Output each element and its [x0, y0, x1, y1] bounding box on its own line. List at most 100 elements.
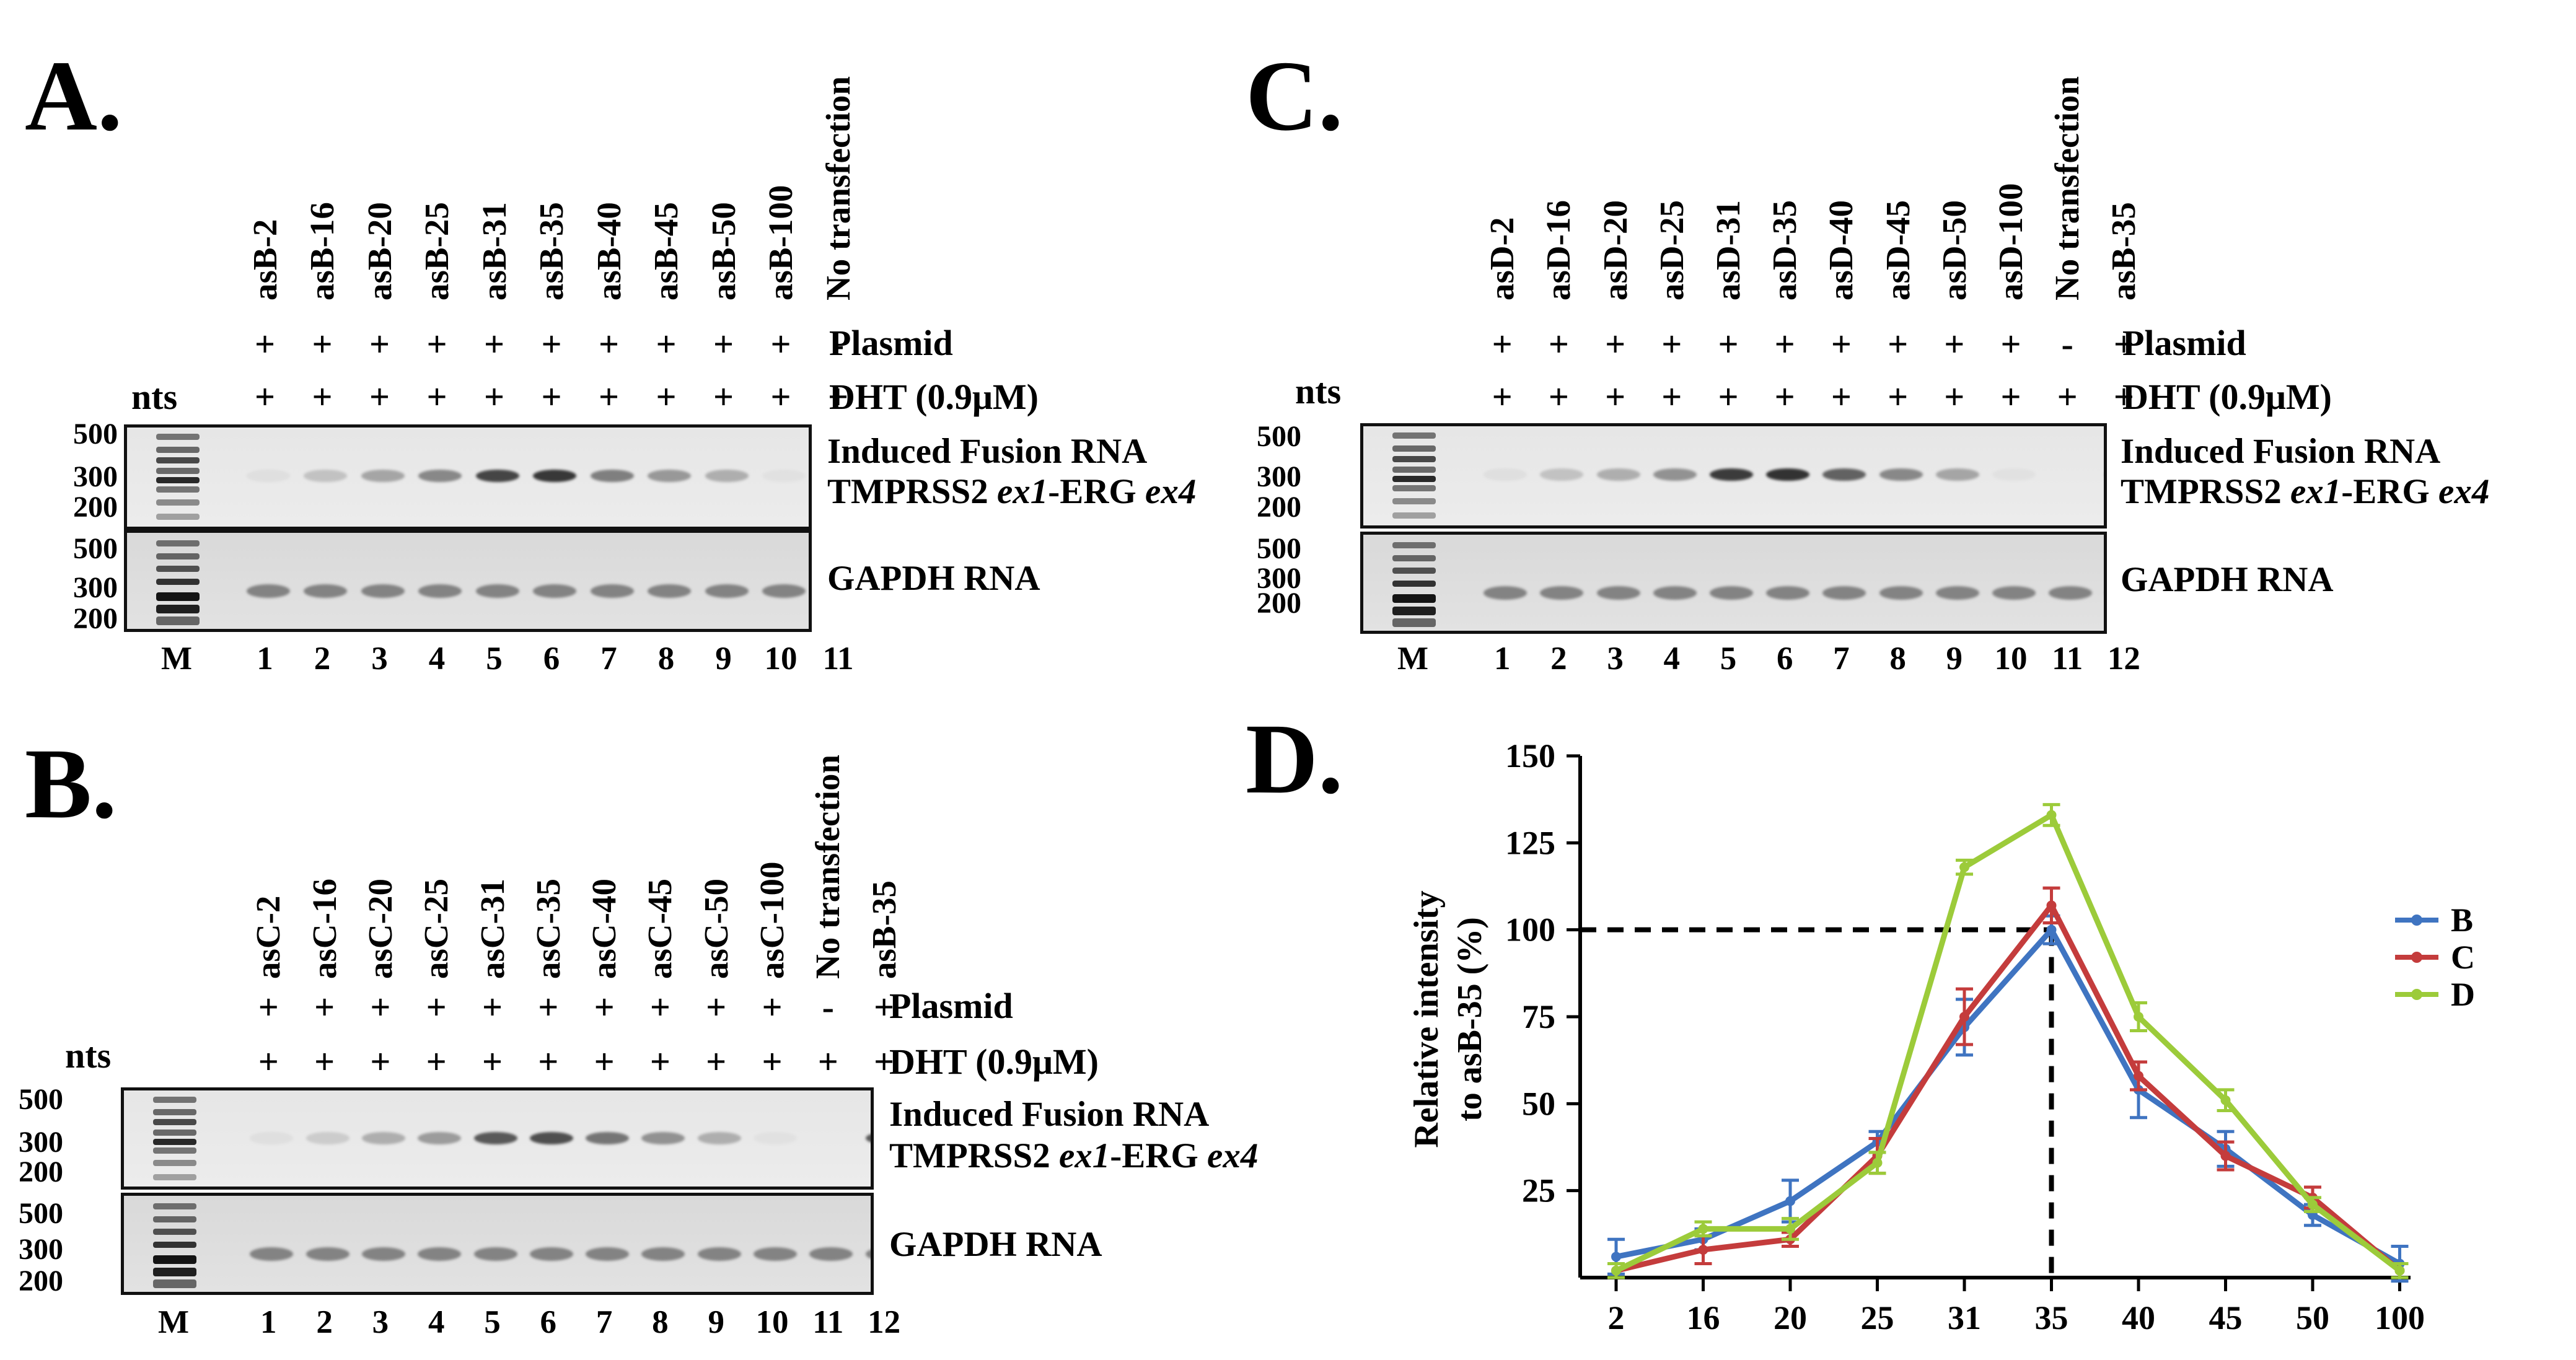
series-line: [1615, 812, 2402, 1273]
data-point: [1698, 1245, 1708, 1255]
dht-sign: +: [1718, 377, 1739, 417]
gapdh-band: [1596, 586, 1640, 600]
fusion-b-part3: -ERG: [1110, 1136, 1208, 1175]
fusion-a-part1: TMPRSS2: [827, 472, 997, 511]
nts-label-c: nts: [1295, 371, 1342, 411]
fusion-band: [1484, 468, 1528, 481]
series-line: [1615, 902, 2402, 1274]
plasmid-sign: +: [426, 324, 447, 364]
data-point: [1872, 1157, 1883, 1168]
gapdh-band: [250, 1247, 294, 1261]
plasmid-sign: +: [594, 987, 615, 1027]
x-axis-title: Bulge size (nts): [1884, 1358, 2108, 1360]
lane-number: 7: [596, 1304, 613, 1340]
x-tick-label: 45: [2209, 1299, 2243, 1336]
fusion-b-part4: ex4: [1207, 1136, 1259, 1175]
lane-label-text: asB-16: [303, 202, 341, 301]
lane-label-text: asC-25: [417, 879, 455, 979]
dht-sign: +: [827, 377, 849, 417]
fusion-band: [533, 469, 576, 482]
lane-number: 1: [1493, 641, 1511, 677]
gapdh-band: [473, 1247, 517, 1261]
dht-sign: +: [541, 377, 562, 417]
panel-b-label: B.: [25, 729, 117, 840]
lane-number: 3: [1607, 641, 1624, 677]
ladder-band: [156, 476, 200, 483]
ladder-band: [153, 1216, 196, 1222]
plasmid-sign: +: [1888, 324, 1909, 364]
plasmid-sign: +: [541, 324, 562, 364]
fusion-band: [304, 469, 347, 482]
dht-sign: +: [1888, 377, 1909, 417]
dht-sign: +: [483, 377, 505, 417]
ladder-band: [156, 467, 200, 474]
plasmid-sign: -: [2061, 324, 2073, 364]
gapdh-band: [762, 584, 806, 598]
fusion-band: [1653, 468, 1697, 481]
fusion-band: [648, 469, 691, 482]
fusion-band: [529, 1131, 573, 1144]
fusion-band: [2105, 468, 2107, 481]
fusion-band: [1992, 468, 2036, 481]
legend-label: C: [2451, 939, 2475, 976]
y-tick-label: 25: [1522, 1172, 1555, 1209]
size-300-a1: 300: [73, 460, 118, 493]
plasmid-sign: +: [370, 987, 391, 1027]
plasmid-sign: +: [2000, 324, 2021, 364]
gapdh-band: [754, 1247, 797, 1261]
ladder-band: [156, 446, 200, 453]
plasmid-sign: +: [598, 324, 620, 364]
fusion-band: [705, 469, 749, 482]
fusion-band: [246, 469, 290, 482]
dht-sign: +: [2113, 377, 2134, 417]
plasmid-sign: +: [1774, 324, 1795, 364]
lane-label-text: asC-20: [361, 879, 399, 979]
plasmid-sign: -: [832, 324, 845, 364]
ladder-band: [1392, 498, 1436, 504]
fusion-c-part3: -ERG: [2341, 472, 2439, 511]
plasmid-sign: +: [770, 324, 791, 364]
lane-number: 11: [822, 641, 854, 677]
dht-sign: +: [649, 1042, 670, 1082]
size-500-a2: 500: [73, 532, 118, 565]
gapdh-band: [1484, 586, 1528, 600]
data-point: [2308, 1200, 2318, 1210]
gapdh-band: [1766, 586, 1810, 600]
dht-sign: +: [1831, 377, 1852, 417]
gapdh-band: [306, 1247, 349, 1261]
ladder-band: [156, 592, 200, 601]
x-tick-label: 35: [2035, 1299, 2068, 1336]
panel-d: D. 25 50 75 100 125 150 2 16 20 25 31 35 40 45 50 100 B C…: [1233, 682, 2576, 1360]
line-chart: 25 50 75 100 125 150 2 16 20 25 31 35 40 45 50 100 BCD Bu…: [1407, 737, 2475, 1360]
size-200-a2: 200: [73, 602, 118, 635]
gel-gapdh-a-lanes: [127, 533, 809, 629]
y-tick-label: 50: [1522, 1085, 1555, 1122]
dht-sign: +: [874, 1042, 895, 1082]
lane-number: 3: [371, 641, 388, 677]
gapdh-band: [361, 584, 405, 598]
data-point: [2046, 900, 2057, 911]
plasmid-sign: +: [538, 987, 559, 1027]
ladder-band: [1392, 455, 1436, 462]
fusion-c-part2: ex1: [2290, 472, 2342, 511]
plasmid-sign: +: [1661, 324, 1682, 364]
gapdh-band: [1935, 586, 1979, 600]
panel-c-label: C.: [1246, 41, 1343, 152]
gel-gapdh-b-lanes: [124, 1196, 871, 1292]
dht-sign: +: [1661, 377, 1682, 417]
plasmid-sign: +: [713, 324, 734, 364]
size-200-b2: 200: [19, 1265, 63, 1297]
fusion-title-c: Induced Fusion RNA: [2121, 432, 2441, 471]
panel-b: B. asC-2 asC-16 asC-20 asC-25 asC-31 asC-35 as…: [0, 682, 1351, 1360]
plasmid-sign: +: [314, 987, 335, 1027]
x-tick-label: 25: [1861, 1299, 1894, 1336]
lane-label-text: asD-50: [1935, 200, 1973, 301]
plasmid-sign: +: [874, 987, 895, 1027]
dht-sign: +: [1774, 377, 1795, 417]
plasmid-sign: +: [1831, 324, 1852, 364]
panel-d-label: D.: [1246, 704, 1343, 815]
dht-label-b: DHT (0.9μM): [889, 1042, 1099, 1082]
ladder-band: [1392, 594, 1436, 603]
ladder-band: [156, 540, 200, 546]
dht-sign: +: [706, 1042, 727, 1082]
